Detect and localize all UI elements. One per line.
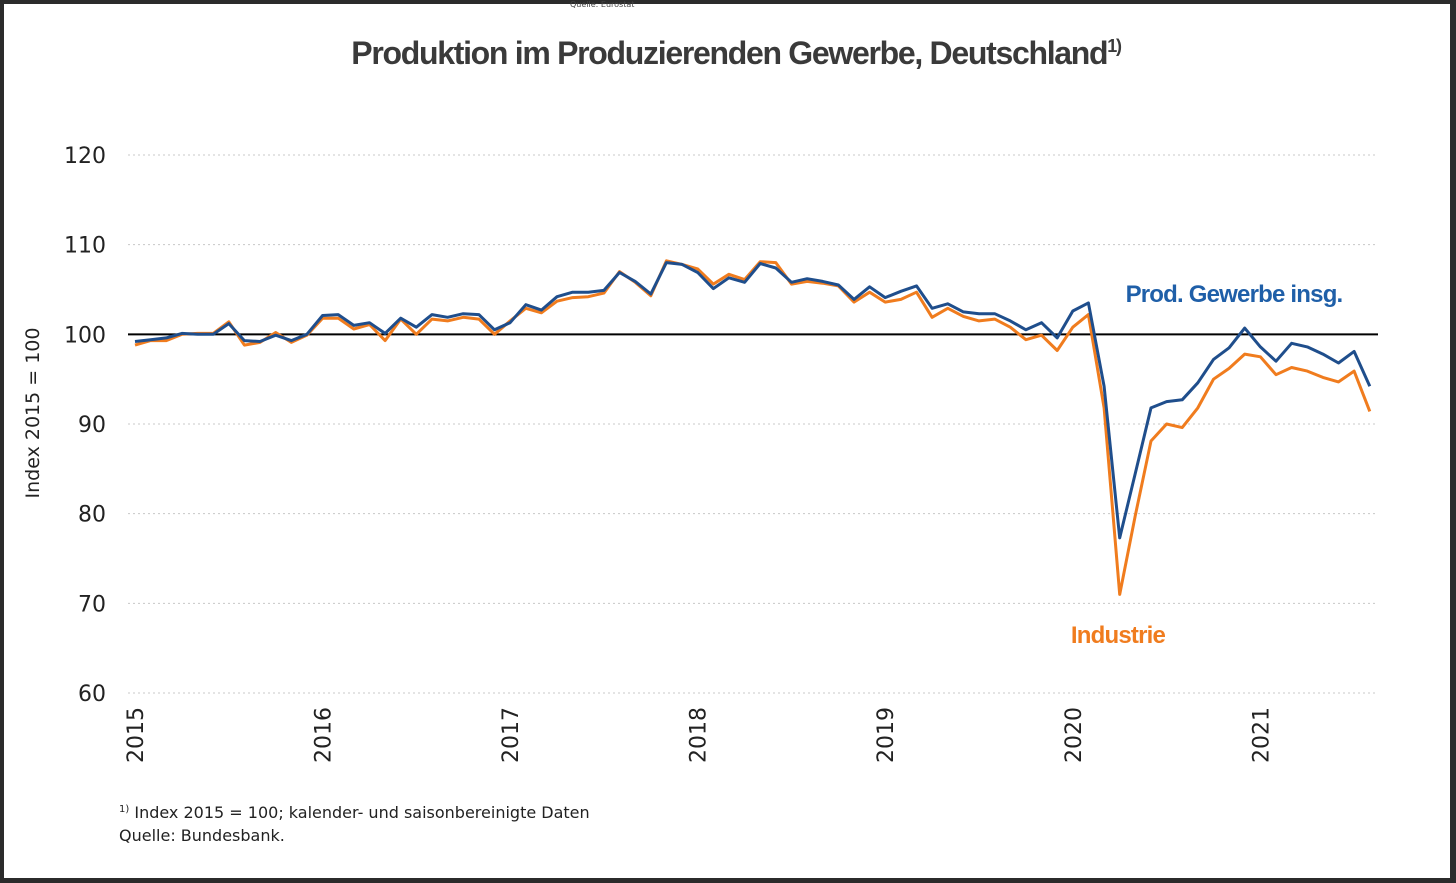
y-tick-60: 60 bbox=[78, 682, 106, 707]
x-tick-2020: 2020 bbox=[1062, 707, 1087, 763]
y-tick-120: 120 bbox=[64, 144, 106, 169]
y-tick-labels: 60 70 80 90 100 110 120 bbox=[64, 144, 106, 707]
x-tick-2015: 2015 bbox=[124, 707, 149, 763]
bottom-strip bbox=[0, 878, 1456, 883]
x-tick-2019: 2019 bbox=[874, 707, 899, 763]
series-line-industrie bbox=[134, 259, 1372, 596]
footnote-line-1: 1) Index 2015 = 100; kalender- und saiso… bbox=[119, 803, 590, 822]
chart-title: Produktion im Produzierenden Gewerbe, De… bbox=[351, 35, 1122, 71]
x-tick-labels: 2015 2016 2017 2018 2019 2020 2021 bbox=[124, 707, 1274, 763]
top-source-note: Quelle: Eurostat bbox=[570, 0, 635, 9]
y-tick-100: 100 bbox=[64, 323, 106, 348]
x-tick-2018: 2018 bbox=[687, 707, 712, 763]
y-tick-90: 90 bbox=[78, 413, 106, 438]
series-label-industrie: Industrie bbox=[1071, 622, 1166, 649]
y-tick-80: 80 bbox=[78, 503, 106, 528]
y-axis-label: Index 2015 = 100 bbox=[22, 328, 44, 499]
grid-lines bbox=[128, 154, 1378, 694]
series-lines bbox=[134, 259, 1372, 596]
x-tick-2021: 2021 bbox=[1249, 707, 1274, 763]
y-tick-70: 70 bbox=[78, 592, 106, 617]
series-label-prod-gewerbe: Prod. Gewerbe insg. bbox=[1126, 281, 1343, 308]
series-line-prod-gewerbe bbox=[134, 261, 1372, 540]
footnote-line-2: Quelle: Bundesbank. bbox=[119, 826, 285, 845]
y-tick-110: 110 bbox=[64, 234, 106, 259]
x-tick-2016: 2016 bbox=[312, 707, 337, 763]
x-tick-2017: 2017 bbox=[499, 707, 524, 763]
chart-frame bbox=[4, 4, 1450, 878]
